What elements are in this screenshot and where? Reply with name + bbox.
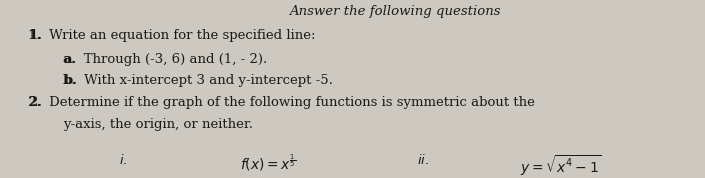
Text: a.: a. [63, 53, 77, 66]
Text: 1.  Write an equation for the specified line:: 1. Write an equation for the specified l… [28, 29, 316, 42]
Text: 2.: 2. [28, 96, 42, 109]
Text: $i.$: $i.$ [119, 153, 128, 167]
Text: b.  With x-intercept 3 and y-intercept -5.: b. With x-intercept 3 and y-intercept -5… [63, 74, 333, 87]
Text: a.  Through (-3, 6) and (1, - 2).: a. Through (-3, 6) and (1, - 2). [63, 53, 268, 66]
Text: y-axis, the origin, or neither.: y-axis, the origin, or neither. [63, 118, 254, 131]
Text: $y = \sqrt{x^4 - 1}$: $y = \sqrt{x^4 - 1}$ [520, 153, 601, 178]
Text: Answer the following questions: Answer the following questions [289, 5, 501, 18]
Text: $ii.$: $ii.$ [417, 153, 429, 167]
Text: 2.  Determine if the graph of the following functions is symmetric about the: 2. Determine if the graph of the followi… [28, 96, 535, 109]
Text: $f(x) = x^{\frac{1}{5}}$: $f(x) = x^{\frac{1}{5}}$ [240, 153, 296, 173]
Text: b.: b. [63, 74, 78, 87]
Text: 1.: 1. [28, 29, 42, 42]
